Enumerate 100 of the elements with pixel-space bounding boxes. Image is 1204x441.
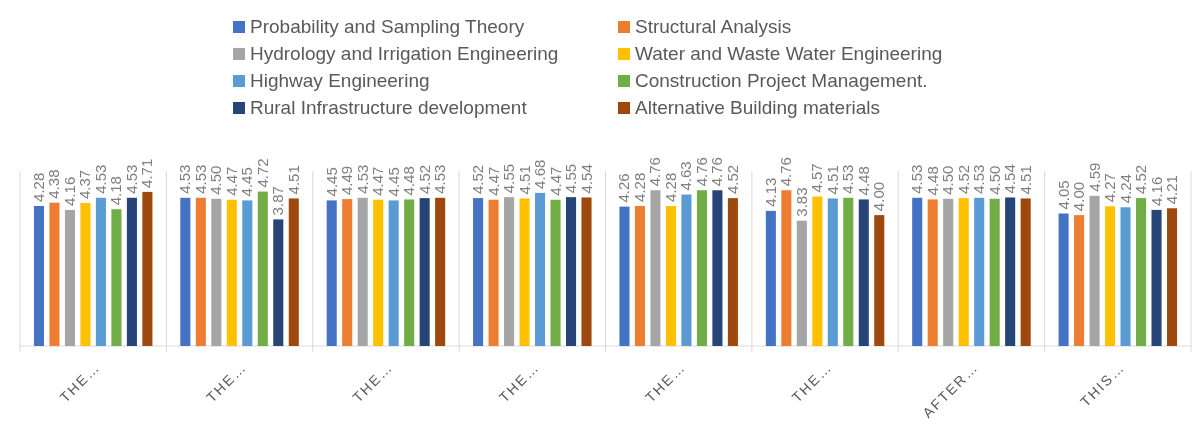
data-label: 4.55 (500, 163, 518, 194)
bar (566, 197, 577, 346)
data-label: 4.26 (615, 173, 633, 203)
bar (681, 194, 692, 346)
bar (550, 199, 561, 346)
data-label: 4.54 (1001, 164, 1019, 194)
bar (519, 198, 530, 346)
bar (535, 192, 546, 346)
bar (473, 198, 484, 346)
data-label: 4.54 (577, 164, 595, 194)
bar (1105, 206, 1116, 346)
data-label: 4.76 (692, 157, 710, 187)
legend-label: Rural Infrastructure development (250, 97, 528, 118)
data-label: 4.47 (484, 166, 502, 196)
data-label: 4.53 (908, 164, 926, 194)
data-label: 4.76 (777, 157, 795, 187)
bar (812, 196, 823, 346)
data-label: 4.57 (808, 163, 826, 193)
data-label: 4.76 (708, 157, 726, 187)
data-label: 4.52 (723, 164, 741, 195)
bar (619, 206, 630, 346)
data-label: 4.50 (939, 165, 957, 195)
data-label: 4.28 (661, 172, 679, 202)
data-label: 4.49 (338, 165, 356, 196)
bar (504, 197, 515, 346)
bar (1005, 197, 1016, 346)
bar (1120, 207, 1131, 346)
bar (211, 198, 222, 346)
data-label: 4.55 (562, 163, 580, 194)
bar (665, 205, 676, 346)
data-label: 4.53 (431, 164, 449, 194)
data-label: 4.51 (515, 165, 533, 195)
data-label: 4.47 (222, 166, 240, 196)
data-label: 4.45 (384, 167, 402, 197)
bar (1151, 209, 1162, 346)
data-label: 3.87 (269, 186, 287, 216)
bar (111, 209, 122, 346)
bar (1058, 213, 1069, 346)
bar (342, 199, 353, 346)
bar (288, 198, 299, 346)
legend-label: Hydrology and Irrigation Engineering (250, 43, 559, 64)
data-label: 4.52 (469, 164, 487, 195)
bar (435, 197, 446, 346)
bar (49, 202, 60, 346)
data-label: 4.18 (107, 176, 125, 206)
bar (273, 219, 284, 346)
bar (226, 199, 237, 346)
bar (634, 205, 645, 346)
bar (388, 200, 399, 346)
bar (419, 198, 430, 346)
bar (488, 199, 499, 346)
data-label: 3.83 (792, 187, 810, 217)
legend-label: Construction Project Management. (635, 70, 928, 91)
bar (581, 197, 592, 346)
bar (958, 198, 969, 346)
legend-label: Water and Waste Water Engineering (635, 43, 943, 64)
bar (827, 198, 838, 346)
bar (1136, 198, 1147, 346)
data-label: 4.53 (91, 164, 109, 194)
bar (989, 198, 1000, 346)
bar (95, 197, 106, 346)
data-label: 4.16 (60, 176, 78, 206)
data-label: 4.27 (1101, 173, 1119, 203)
data-label: 4.21 (1163, 175, 1181, 205)
legend-label: Alternative Building materials (635, 97, 881, 118)
bar (180, 197, 191, 346)
bar (64, 209, 75, 346)
bar (1166, 208, 1178, 346)
bar (373, 199, 384, 346)
data-label: 4.47 (546, 166, 564, 196)
bar (765, 210, 776, 346)
data-label: 4.59 (1085, 162, 1103, 192)
data-label: 4.51 (1016, 165, 1034, 195)
data-label: 4.28 (630, 172, 648, 202)
bar (874, 215, 885, 346)
data-label: 4.68 (531, 159, 549, 189)
bar (650, 190, 661, 346)
bar (1020, 198, 1031, 346)
bar (126, 197, 137, 346)
data-label: 4.05 (1054, 180, 1072, 210)
legend-label: Structural Analysis (635, 16, 792, 37)
data-label: 4.45 (322, 167, 340, 197)
legend-label: Probability and Sampling Theory (250, 16, 525, 37)
bar (781, 190, 792, 346)
data-label: 4.45 (238, 167, 256, 197)
bar (858, 199, 869, 346)
data-label: 4.53 (839, 164, 857, 194)
data-label: 4.53 (122, 164, 140, 194)
bar (242, 200, 253, 346)
bar (927, 199, 938, 346)
data-label: 4.71 (138, 158, 156, 188)
data-label: 4.53 (970, 164, 988, 194)
bar (404, 199, 415, 346)
data-label: 4.28 (29, 172, 47, 202)
data-label: 4.52 (1132, 164, 1150, 195)
bar (80, 203, 91, 346)
bar (195, 197, 206, 346)
legend-label: Highway Engineering (250, 70, 430, 91)
data-label: 4.24 (1116, 174, 1134, 204)
data-label: 4.00 (1070, 181, 1088, 212)
